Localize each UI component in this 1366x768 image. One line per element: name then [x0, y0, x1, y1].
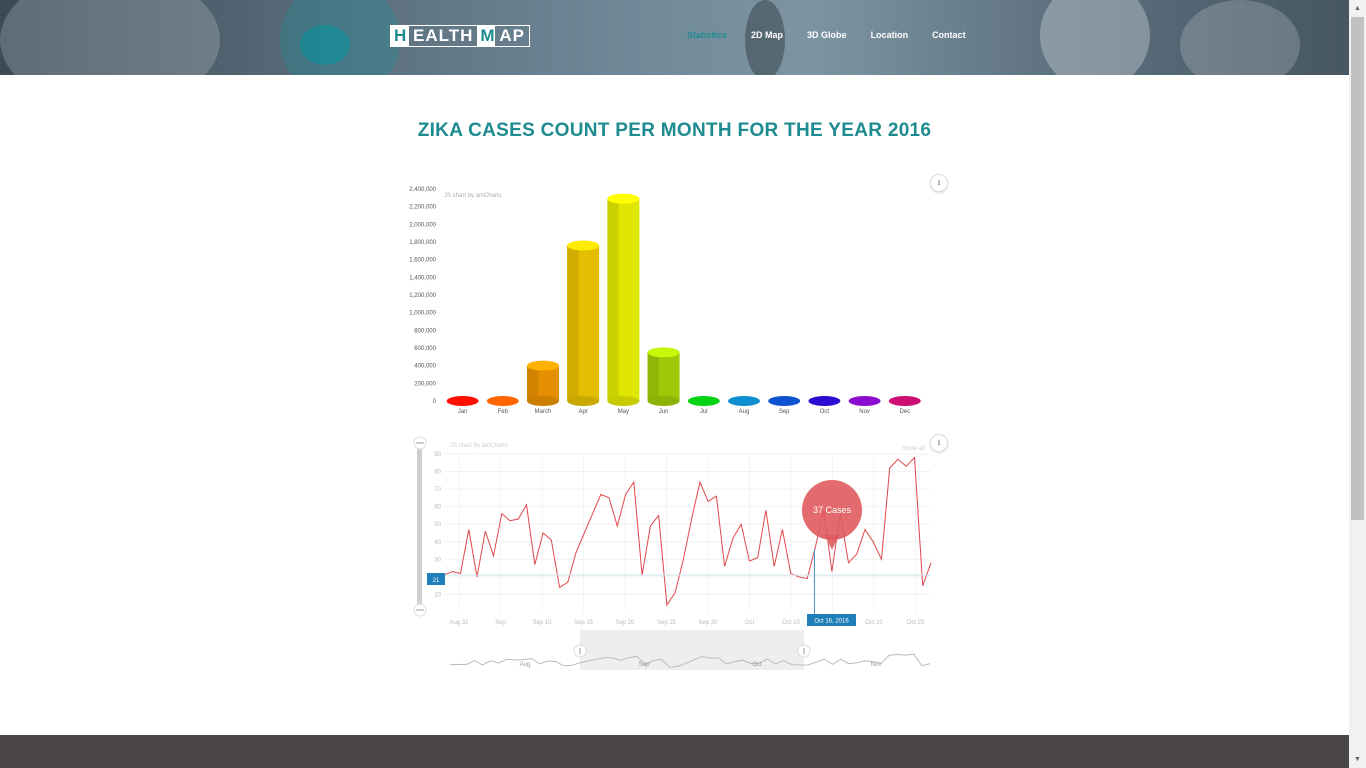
scrollbar-month-label: Aug: [520, 662, 531, 668]
bar-may[interactable]: [607, 193, 640, 406]
cases-tooltip-label: 37 Cases: [813, 505, 852, 515]
logo-h: H: [391, 26, 409, 46]
line-x-tick: Aug 31: [449, 620, 469, 626]
bar-x-tick: Sep: [779, 409, 790, 415]
bar-y-tick: 1,000,000: [409, 311, 436, 317]
bar-chart-credit[interactable]: JS chart by amCharts: [444, 193, 502, 199]
bar-feb[interactable]: [486, 396, 519, 406]
bar-y-tick: 2,000,000: [409, 222, 436, 228]
scroll-up-arrow-icon[interactable]: ▲: [1354, 5, 1361, 12]
bar-aug[interactable]: [728, 396, 760, 406]
bar-y-tick: 2,200,000: [409, 205, 436, 211]
bar-dec[interactable]: [888, 396, 921, 406]
cases-line-series: [443, 456, 932, 607]
bar-x-tick: May: [618, 409, 629, 415]
bar-y-tick: 1,200,000: [409, 293, 436, 299]
line-x-tick: Oct: [745, 620, 755, 626]
line-y-tick: 30: [434, 557, 441, 563]
bar-y-tick: 1,600,000: [409, 258, 436, 264]
date-scrollbar-selection[interactable]: [580, 630, 804, 670]
bar-x-tick: Aug: [739, 409, 750, 415]
cases-tooltip: 37 Cases: [802, 480, 862, 550]
nav-3d-globe[interactable]: 3D Globe: [807, 30, 847, 40]
bar-x-tick: Nov: [859, 409, 870, 415]
bar-chart-export-icon[interactable]: ⭳: [930, 174, 948, 192]
scrollbar-month-label: Sep: [639, 662, 650, 668]
bar-y-tick: 200,000: [414, 381, 436, 387]
cursor-value-balloon: 21: [427, 573, 445, 585]
line-chart-credit[interactable]: JS chart by amCharts: [450, 443, 508, 449]
bar-jul[interactable]: [687, 396, 720, 406]
bar-y-tick: 600,000: [414, 346, 436, 352]
monthly-cases-bar-chart: JS chart by amCharts 0 200,000 400,000 600,…: [409, 187, 921, 415]
line-y-tick: 90: [434, 452, 441, 458]
bar-sep[interactable]: [768, 396, 801, 406]
bar-march[interactable]: [527, 360, 559, 406]
footer: [0, 735, 1349, 768]
cursor-date-balloon: Oct 16, 2016: [807, 614, 856, 626]
scrollbar-month-label: Oct: [752, 662, 762, 668]
bar-x-tick: Apr: [579, 409, 588, 415]
line-x-tick: Oct 25: [907, 620, 925, 626]
bar-x-tick: Oct: [820, 409, 830, 415]
bar-x-tick: Dec: [899, 409, 910, 415]
bar-oct[interactable]: [808, 396, 841, 406]
line-y-tick: 70: [434, 487, 441, 493]
bar-y-tick: 400,000: [414, 364, 436, 370]
bar-x-tick: Jan: [458, 409, 468, 415]
bar-x-tick: Feb: [498, 409, 509, 415]
bar-jun[interactable]: [647, 347, 680, 406]
cursor-value-label: 21: [433, 578, 440, 584]
date-scrollbar-preview: [449, 653, 931, 668]
nav-2d-map[interactable]: 2D Map: [751, 30, 784, 40]
show-all-button[interactable]: Show all: [902, 446, 925, 452]
line-chart-export-icon[interactable]: ⭳: [930, 434, 948, 452]
scroll-down-arrow-icon[interactable]: ▼: [1354, 756, 1361, 763]
line-x-tick: Sep 10: [532, 620, 552, 626]
line-x-tick: Sep: [495, 620, 506, 626]
daily-cases-line-chart: JS chart by amCharts Show all 1020304050…: [413, 436, 932, 670]
line-x-tick: Sep 25: [657, 620, 677, 626]
nav-statistics[interactable]: Statistics: [687, 30, 728, 40]
scroll-thumb[interactable]: [1351, 17, 1364, 520]
bar-jan[interactable]: [446, 396, 479, 406]
scrollbar-month-label: Nov: [871, 662, 882, 668]
bar-y-tick: 1,400,000: [409, 275, 436, 281]
logo-ap: AP: [499, 26, 526, 45]
bar-nov[interactable]: [848, 396, 881, 406]
main-nav: Statistics 2D Map 3D Globe Location Cont…: [687, 30, 990, 40]
line-y-tick: 10: [434, 592, 441, 598]
bar-apr[interactable]: [567, 240, 600, 406]
line-x-tick: Sep 20: [615, 620, 635, 626]
page-scrollbar[interactable]: ▲ ▼: [1349, 0, 1366, 768]
logo-m: M: [477, 26, 496, 46]
value-scrollbar[interactable]: [417, 444, 422, 612]
nav-location[interactable]: Location: [870, 30, 909, 40]
bar-y-tick: 2,400,000: [409, 187, 436, 193]
line-x-tick: Oct 20: [865, 620, 883, 626]
logo-ealth: EALTH: [413, 26, 474, 45]
healthmap-logo[interactable]: H EALTH M AP: [390, 25, 531, 47]
header-banner: H EALTH M AP Statistics 2D Map 3D Globe …: [0, 0, 1349, 75]
page-title: ZIKA CASES COUNT PER MONTH FOR THE YEAR …: [417, 120, 932, 141]
line-y-tick: 80: [434, 470, 441, 476]
bar-y-tick: 800,000: [414, 328, 436, 334]
bar-x-tick: March: [535, 409, 552, 415]
cursor-date-label: Oct 16, 2016: [814, 619, 849, 625]
line-y-tick: 50: [434, 522, 441, 528]
nav-contact[interactable]: Contact: [932, 30, 966, 40]
bar-x-tick: Jun: [659, 409, 669, 415]
line-y-tick: 60: [434, 505, 441, 511]
line-x-tick: Sep 30: [698, 620, 718, 626]
line-x-tick: Sep 15: [574, 620, 594, 626]
line-x-tick: Oct 10: [782, 620, 800, 626]
bar-y-tick: 1,800,000: [409, 240, 436, 246]
bar-x-tick: Jul: [700, 409, 708, 415]
line-y-tick: 40: [434, 540, 441, 546]
bar-y-tick: 0: [433, 399, 437, 405]
